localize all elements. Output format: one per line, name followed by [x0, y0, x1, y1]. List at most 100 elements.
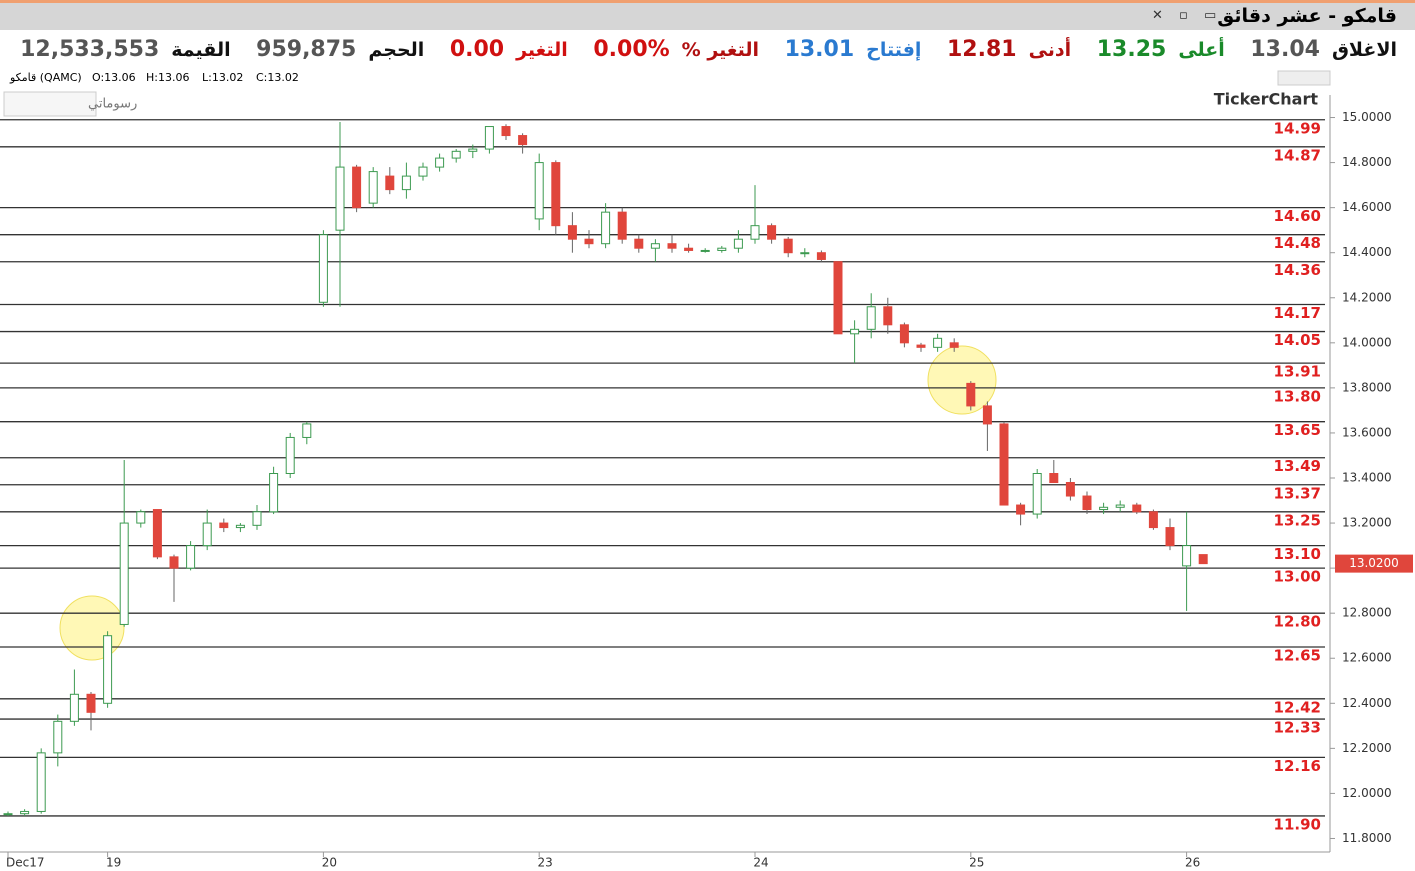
y-tick-label: 11.8000 — [1342, 831, 1392, 845]
x-tick-label: Dec17 — [6, 856, 45, 870]
level-label: 13.80 — [1274, 387, 1321, 405]
candle-body — [252, 511, 262, 526]
candle-body — [53, 720, 63, 754]
quote-value: 0.00% — [593, 36, 670, 62]
x-tick-label: 19 — [106, 856, 121, 870]
quote-value: 13.01 — [784, 36, 855, 62]
x-tick-label: 24 — [753, 856, 768, 870]
info-name: قامكو (QAMC) — [9, 71, 82, 84]
quote-item: الاغلاق 13.04 — [1250, 37, 1397, 62]
level-label: 14.05 — [1274, 331, 1321, 349]
quote-label: أعلى — [1178, 38, 1225, 61]
candle-body — [1165, 527, 1175, 547]
quote-value: 13.25 — [1096, 36, 1167, 62]
candle-body — [999, 423, 1009, 506]
level-label: 14.48 — [1274, 234, 1321, 252]
level-label: 13.00 — [1274, 568, 1321, 586]
drawings-label[interactable]: رسوماتي — [88, 97, 137, 112]
candle-body — [667, 243, 677, 249]
level-label: 14.17 — [1274, 304, 1321, 322]
candle-body — [783, 238, 793, 254]
panel-buttons[interactable] — [1277, 70, 1331, 86]
quote-item: التغير 0.00 — [450, 37, 568, 62]
candle-body — [1065, 482, 1075, 497]
x-tick-label: 20 — [322, 856, 337, 870]
quote-label: التغير — [516, 38, 568, 61]
info-high: H:13.06 — [146, 71, 189, 84]
candle-body — [352, 166, 362, 209]
candle-body — [335, 166, 345, 231]
candle-body — [103, 635, 113, 704]
candle-body — [518, 135, 528, 146]
candle-body — [650, 243, 660, 249]
level-label: 12.16 — [1274, 757, 1321, 775]
y-tick-label: 12.8000 — [1342, 606, 1392, 620]
candle-body — [302, 423, 312, 438]
candle-body — [269, 473, 279, 513]
quote-label: الاغلاق — [1331, 38, 1397, 61]
drawings-button[interactable] — [3, 91, 97, 117]
level-label: 14.60 — [1274, 207, 1321, 225]
candle-body — [982, 405, 992, 425]
candle-body — [717, 247, 727, 251]
candle-body — [119, 522, 129, 625]
candle-body — [700, 249, 710, 252]
quote-item: أدنى 12.81 — [947, 37, 1071, 62]
level-label: 14.87 — [1274, 146, 1321, 164]
window-buttons[interactable]: ✕ ▫ ▭ — [1152, 8, 1223, 23]
candle-body — [451, 150, 461, 159]
candle-body — [634, 238, 644, 249]
candle-body — [69, 693, 79, 722]
y-tick-label: 14.6000 — [1342, 200, 1392, 214]
candle-body — [1049, 473, 1059, 484]
candle-body — [750, 225, 760, 240]
candle-body — [534, 162, 544, 220]
level-label: 11.90 — [1274, 815, 1321, 833]
last-price-box — [1335, 554, 1413, 573]
candle-body — [435, 157, 445, 168]
candle-body — [285, 436, 295, 475]
candle-body — [219, 522, 229, 529]
info-open: O:13.06 — [92, 71, 136, 84]
y-tick-label: 15.0000 — [1342, 110, 1392, 124]
quote-label: التغير % — [681, 38, 760, 61]
level-label: 14.36 — [1274, 261, 1321, 279]
candle-body — [385, 175, 395, 191]
logo: TickerChart — [1214, 90, 1319, 109]
candle-body — [152, 509, 162, 558]
y-tick-label: 12.6000 — [1342, 651, 1392, 665]
candle-body — [484, 126, 494, 150]
candle-body — [949, 342, 959, 348]
quote-item: الحجم 959,875 — [256, 37, 424, 62]
level-label: 13.10 — [1274, 545, 1321, 563]
candle-body — [933, 337, 943, 348]
candle-body — [468, 148, 478, 152]
candle-body — [833, 261, 843, 335]
candle-body — [567, 225, 577, 240]
level-label: 13.37 — [1274, 484, 1321, 502]
candle-body — [601, 211, 611, 245]
candle-body — [1016, 504, 1026, 515]
candle-body — [186, 545, 196, 569]
info-low: L:13.02 — [202, 71, 243, 84]
highlight — [927, 345, 997, 415]
quote-label: الحجم — [368, 38, 425, 61]
candle-body — [202, 522, 212, 547]
candle-body — [501, 126, 511, 137]
level-label: 13.49 — [1274, 457, 1321, 475]
quote-bar: الاغلاق 13.04 أعلى 13.25 أدنى 12.81 إفتتاح 13.0… — [20, 32, 1397, 66]
level-label: 14.99 — [1274, 119, 1321, 137]
candle-body — [1198, 554, 1208, 565]
candle-body — [418, 166, 428, 177]
candle-body — [883, 306, 893, 326]
candle-body — [866, 306, 876, 330]
candle-body — [1115, 504, 1125, 508]
candle-body — [318, 234, 328, 303]
y-tick-label: 12.2000 — [1342, 741, 1392, 755]
candle-body — [684, 247, 694, 251]
candle-body — [1032, 473, 1042, 515]
level-label: 13.91 — [1274, 363, 1321, 381]
window-title: قامكو - عشر دقائق — [1217, 5, 1397, 27]
y-tick-label: 13.2000 — [1342, 516, 1392, 530]
